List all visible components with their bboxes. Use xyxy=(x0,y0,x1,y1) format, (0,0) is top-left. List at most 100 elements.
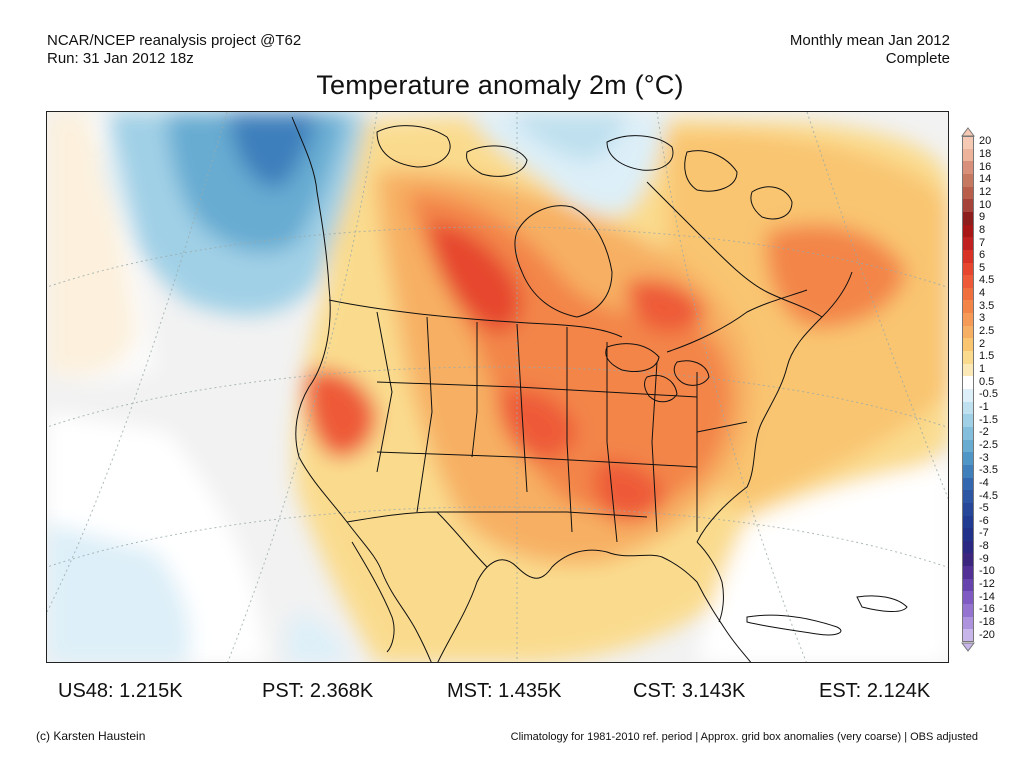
political-borders xyxy=(328,289,808,568)
colorbar-swatch xyxy=(962,148,974,162)
stat-value: 3.143K xyxy=(681,680,746,702)
colorbar-label: -1.5 xyxy=(979,413,998,426)
colorbar-swatch xyxy=(962,515,974,529)
stat-label: MST: xyxy=(447,680,493,702)
colorbar-label: 1 xyxy=(979,363,986,376)
colorbar-swatch xyxy=(962,439,974,453)
stat-us48: US48: 1.215K xyxy=(58,680,183,703)
colorbar-label: 3 xyxy=(979,312,986,325)
colorbar-label: -10 xyxy=(979,565,995,578)
colorbar-swatch xyxy=(962,591,974,605)
colorbar-swatch xyxy=(962,325,974,339)
colorbar-label: 0.5 xyxy=(979,375,995,388)
colorbar-label: 2 xyxy=(979,337,986,350)
colorbar-swatch xyxy=(962,540,974,554)
colorbar-swatch xyxy=(962,629,974,643)
colorbar-swatch xyxy=(962,553,974,567)
colorbar-swatch xyxy=(962,136,974,150)
anomaly-map xyxy=(46,111,949,663)
methodology-note: Climatology for 1981-2010 ref. period | … xyxy=(510,731,978,743)
colorbar-swatch xyxy=(962,313,974,327)
colorbar-label: 7 xyxy=(979,236,986,249)
colorbar-label: -1 xyxy=(979,400,989,413)
copyright-label: (c) Karsten Haustein xyxy=(36,729,146,743)
colorbar-swatch xyxy=(962,287,974,301)
colorbar-swatch xyxy=(962,452,974,466)
colorbar-swatch xyxy=(962,173,974,188)
period-label: Monthly mean Jan 2012 xyxy=(789,32,950,49)
header-right: Monthly mean Jan 2012 Complete xyxy=(790,32,950,68)
colorbar-label: 8 xyxy=(979,223,986,236)
colorbar-label: 16 xyxy=(979,160,992,173)
colorbar-swatch xyxy=(962,566,974,580)
stat-est: EST: 2.124K xyxy=(819,680,930,703)
colorbar-label: 6 xyxy=(979,249,986,262)
colorbar-label: 3.5 xyxy=(979,299,995,312)
stat-value: 2.124K xyxy=(866,680,931,702)
colorbar-swatch xyxy=(962,616,974,630)
colorbar-swatch xyxy=(962,502,974,516)
stat-value: 2.368K xyxy=(309,680,374,702)
colorbar-swatch xyxy=(962,464,974,479)
colorbar-label: 10 xyxy=(979,198,992,211)
map-title: Temperature anomaly 2m (°C) xyxy=(316,70,684,100)
colorbar-swatch xyxy=(962,490,974,504)
colorbar-swatch xyxy=(962,338,974,352)
colorbar-swatch xyxy=(962,414,974,428)
colorbar-swatch xyxy=(962,211,974,226)
colorbar-label: -20 xyxy=(979,628,995,641)
colorbar-label: -2.5 xyxy=(979,438,998,451)
map-canvas xyxy=(47,112,948,662)
colorbar-swatch xyxy=(962,224,974,238)
colorbar-label: -2 xyxy=(979,426,989,439)
graticule xyxy=(47,112,948,662)
colorbar-label: -14 xyxy=(979,590,995,603)
stat-value: 1.215K xyxy=(119,680,183,702)
colorbar-swatch xyxy=(962,199,974,213)
stat-label: EST: xyxy=(819,680,862,702)
anomaly-field xyxy=(47,112,948,662)
colorbar-swatch xyxy=(962,578,974,592)
colorbar-label: 20 xyxy=(979,135,992,148)
colorbar-label: -3.5 xyxy=(979,464,998,477)
colorbar-label: 2.5 xyxy=(979,325,995,338)
colorbar-swatch xyxy=(962,237,974,251)
colorbar-swatch xyxy=(962,161,974,175)
colorbar-swatch xyxy=(962,528,974,542)
colorbar-swatch xyxy=(962,300,974,314)
colorbar-swatch xyxy=(962,186,974,200)
colorbar-label: -16 xyxy=(979,603,995,616)
colorbar-label: -6 xyxy=(979,514,989,527)
colorbar-frame xyxy=(962,136,974,642)
colorbar-label: 12 xyxy=(979,185,992,198)
colorbar-swatch xyxy=(962,401,974,415)
colorbar-label: -4 xyxy=(979,476,989,489)
colorbar-swatch xyxy=(962,426,974,441)
stat-label: US48: xyxy=(58,680,114,702)
colorbar-label: -7 xyxy=(979,527,989,540)
coastlines xyxy=(291,116,908,662)
colorbar-label: 5 xyxy=(979,261,986,274)
colorbar-swatch xyxy=(962,275,974,289)
colorbar-label: -5 xyxy=(979,502,989,515)
colorbar-bottom-arrow xyxy=(961,642,975,652)
colorbar: 20 18 16 14 12 10 9 8 7 6 5 4.5 4 3.5 3 2.5 2 1.5 1 0.5 -0.5… xyxy=(959,127,1019,652)
colorbar-label: 18 xyxy=(979,147,992,160)
colorbar-label: 4.5 xyxy=(979,274,995,287)
colorbar-label: -0.5 xyxy=(979,388,998,401)
colorbar-label: -3 xyxy=(979,451,989,464)
colorbar-swatch xyxy=(962,351,974,365)
stat-mst: MST: 1.435K xyxy=(447,680,562,703)
colorbar-label: 4 xyxy=(979,287,986,300)
colorbar-swatch xyxy=(962,249,974,263)
colorbar-label: 9 xyxy=(979,211,986,224)
stat-cst: CST: 3.143K xyxy=(633,680,745,703)
colorbar-swatch xyxy=(962,363,974,377)
stat-label: PST: xyxy=(262,680,305,702)
colorbar-label: -9 xyxy=(979,552,989,565)
colorbar-label: 1.5 xyxy=(979,350,995,363)
stat-value: 1.435K xyxy=(498,680,562,702)
colorbar-swatch xyxy=(962,376,974,390)
stat-label: CST: xyxy=(633,680,677,702)
colorbar-label: -12 xyxy=(979,578,995,591)
